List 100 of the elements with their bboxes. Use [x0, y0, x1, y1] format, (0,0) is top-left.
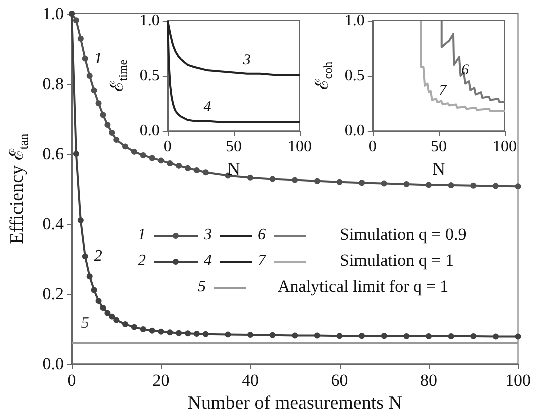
x-tick-label: 40: [242, 371, 259, 390]
x-tick-label: 50: [226, 138, 242, 156]
point: [381, 333, 388, 340]
x-tick-label: 20: [152, 371, 170, 390]
point: [292, 177, 298, 184]
x-axis-title: N: [432, 159, 446, 179]
text: 3: [204, 226, 212, 244]
y-tick-label: 1.0: [344, 12, 365, 30]
point: [122, 322, 129, 328]
annotation: 5: [81, 315, 90, 332]
point: [492, 183, 499, 190]
point: [140, 326, 146, 332]
y-tick-label: 0.4: [42, 214, 64, 234]
point: [176, 330, 182, 336]
line-series: [440, 20, 506, 104]
point: [86, 274, 93, 280]
point: [100, 112, 106, 118]
text: 7: [258, 252, 266, 270]
legend-label: 1: [138, 226, 146, 244]
point: [100, 305, 106, 312]
legend-label: 2: [138, 252, 146, 270]
point: [96, 298, 102, 304]
annotation: Simulation q = 1: [340, 251, 454, 270]
point: [448, 182, 454, 189]
point: [470, 333, 477, 340]
series-label: 7: [439, 83, 448, 100]
point: [292, 332, 298, 339]
y-tick-label: 0.5: [344, 68, 365, 85]
point: [194, 330, 200, 337]
point: [122, 144, 129, 150]
x-tick-label: 100: [493, 138, 517, 156]
y-axis-title: ℰcoh: [312, 62, 335, 90]
point: [194, 167, 200, 174]
point: [149, 155, 156, 162]
x-tick-label: 80: [420, 371, 438, 390]
series-label: 6: [462, 62, 470, 78]
x-tick-label: 0: [368, 138, 377, 156]
point: [426, 333, 432, 340]
x-tick-label: 50: [430, 138, 447, 156]
point: [96, 100, 102, 107]
point: [270, 332, 276, 338]
series-label: 3: [242, 52, 251, 68]
point: [202, 331, 209, 338]
point: [167, 160, 174, 166]
point: [158, 158, 164, 164]
point: [248, 332, 254, 338]
point: [185, 330, 192, 337]
series-label: 4: [204, 100, 212, 116]
y-tick-label: 0.8: [42, 74, 64, 94]
x-axis-title: N: [227, 159, 240, 179]
text: 2: [94, 248, 102, 266]
x-tick-label: 100: [506, 371, 531, 390]
point: [185, 165, 192, 172]
point: [270, 176, 276, 182]
y-tick-label: 0.0: [42, 354, 64, 374]
point: [149, 328, 156, 334]
x-tick-label: 0: [68, 371, 76, 390]
point: [131, 324, 138, 330]
y-tick-label: 0.0: [140, 122, 160, 140]
line-series: [420, 20, 506, 112]
point: [82, 254, 88, 260]
point: [470, 182, 477, 189]
point: [359, 333, 366, 340]
annotation: Analytical limit for q = 1: [278, 277, 449, 296]
point: [359, 180, 366, 186]
point: [404, 182, 410, 188]
y-tick-label: 0.0: [344, 122, 365, 140]
point: [167, 330, 174, 336]
point: [82, 56, 88, 62]
x-tick-label: 0: [164, 138, 172, 156]
point: [336, 333, 343, 340]
point: [114, 137, 120, 144]
y-axis-title: Efficiency ℰtan: [7, 133, 31, 244]
point: [131, 148, 138, 155]
x-axis-title: Number of measurements N: [188, 393, 403, 414]
y-tick-label: 1.0: [140, 12, 160, 30]
point: [426, 182, 432, 188]
point: [104, 122, 111, 128]
point: [515, 184, 522, 190]
x-tick-label: 60: [331, 371, 348, 390]
point: [448, 333, 454, 340]
point: [248, 174, 254, 181]
text: 6: [258, 226, 266, 244]
y-axis-title: ℰtime: [107, 60, 130, 92]
point: [158, 328, 164, 335]
point: [314, 178, 320, 184]
x-tick-label: 100: [288, 138, 312, 156]
point: [91, 88, 98, 94]
point: [176, 162, 182, 169]
point: [109, 314, 116, 320]
point: [86, 72, 93, 79]
text: 4: [204, 252, 212, 270]
point: [140, 152, 146, 158]
point: [78, 36, 84, 42]
y-tick-label: 0.2: [42, 284, 64, 304]
y-tick-label: 0.5: [140, 68, 160, 85]
point: [381, 180, 388, 187]
text: 5: [198, 278, 206, 296]
point: [78, 218, 84, 224]
point: [336, 179, 343, 186]
